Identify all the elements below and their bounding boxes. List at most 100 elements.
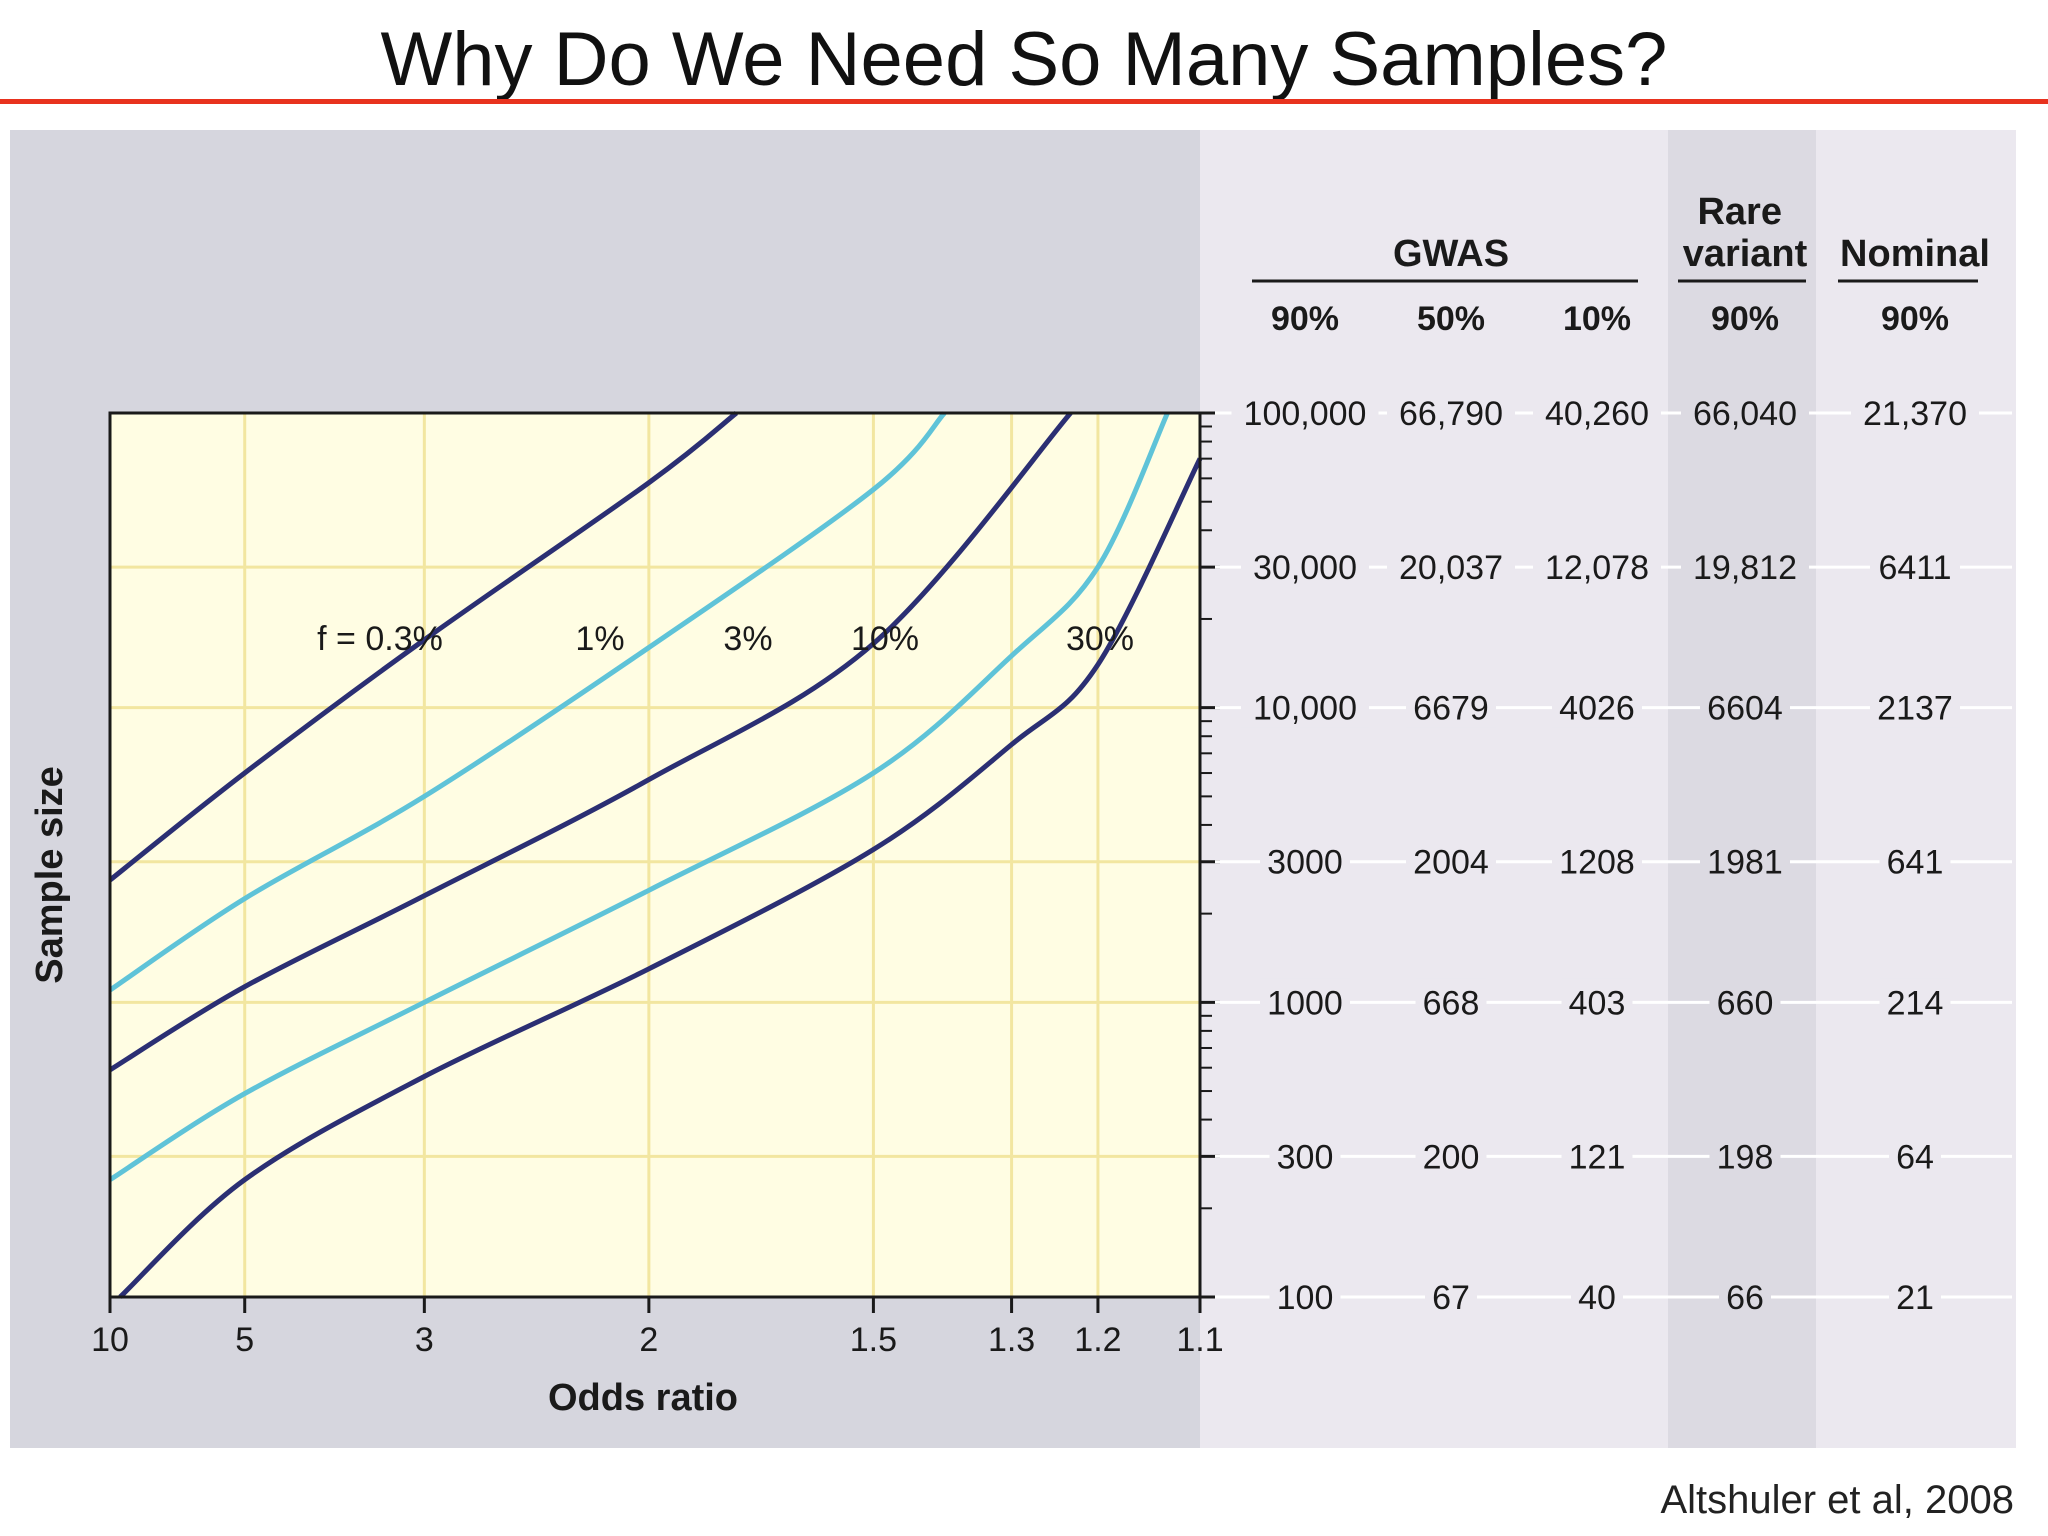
table-cell-bg — [1700, 837, 1790, 882]
table-cell-bg — [1571, 1273, 1623, 1317]
table-cell-bg — [1561, 1132, 1633, 1177]
table-cell-bg — [1709, 978, 1781, 1023]
table-cell: 660 — [1717, 984, 1774, 1022]
table-cell-bg — [1241, 683, 1369, 728]
power-header: 50% — [1417, 300, 1485, 338]
table-cell: 30,000 — [1253, 549, 1357, 587]
table-cell-bg — [1269, 1273, 1341, 1317]
table-cell-bg — [1870, 683, 1960, 728]
table-cell-bg — [1889, 1273, 1941, 1317]
x-tick-label: 10 — [91, 1321, 129, 1359]
curve-label: 10% — [851, 620, 919, 658]
table-cell-bg — [1387, 389, 1515, 433]
table-cell-bg — [1879, 978, 1951, 1023]
table-cell: 40,260 — [1545, 395, 1649, 433]
table-cell: 668 — [1423, 984, 1480, 1022]
table-cell-bg — [1406, 683, 1496, 728]
table-cell-bg — [1406, 837, 1496, 882]
table-cell-bg — [1231, 389, 1379, 433]
x-axis-label: Odds ratio — [548, 1377, 738, 1419]
citation: Altshuler et al, 2008 — [1660, 1478, 2014, 1522]
table-cell-bg — [1561, 978, 1633, 1023]
y-axis-label: Sample size — [29, 766, 71, 984]
table-cell: 21 — [1896, 1279, 1934, 1317]
table-cell: 3000 — [1267, 844, 1343, 882]
table-cell-bg — [1709, 1132, 1781, 1177]
table-cell: 300 — [1277, 1138, 1334, 1176]
table-cell: 100,000 — [1244, 395, 1367, 433]
power-header: 90% — [1711, 300, 1779, 338]
table-cell-bg — [1533, 389, 1661, 433]
table-cell-bg — [1533, 543, 1661, 588]
curve-label: f = 0.3% — [317, 620, 443, 658]
power-header: 10% — [1563, 300, 1631, 338]
table-cell: 66,040 — [1693, 395, 1797, 433]
curve-30- — [118, 457, 1203, 1299]
table-cell-bg — [1681, 389, 1809, 433]
gwas-header: GWAS — [1393, 233, 1509, 275]
table-cell: 1000 — [1267, 984, 1343, 1022]
table-cell-bg — [1552, 837, 1642, 882]
rare-variant-header: Rare variant — [1683, 191, 1808, 275]
table-cell: 12,078 — [1545, 549, 1649, 587]
table-cell: 214 — [1887, 984, 1944, 1022]
power-header: 90% — [1881, 300, 1949, 338]
nominal-header: Nominal — [1840, 233, 1990, 275]
table-cell: 66 — [1726, 1279, 1764, 1317]
table-cell-bg — [1552, 683, 1642, 728]
plot-area — [110, 413, 1200, 1297]
curve-label: 30% — [1066, 620, 1134, 658]
curve-label: 3% — [723, 620, 772, 658]
table-cell-bg — [1700, 683, 1790, 728]
x-tick-label: 5 — [235, 1321, 254, 1359]
sample-size-table: GWAS Rare variant Nominal 90% 50% 10% 90% 90… — [1215, 191, 2012, 1317]
x-tick-label: 1.1 — [1176, 1321, 1223, 1359]
table-cell-bg — [1415, 1132, 1487, 1177]
table-cell: 67 — [1432, 1279, 1470, 1317]
table-cell-bg — [1387, 543, 1515, 588]
x-tick-label: 1.2 — [1074, 1321, 1121, 1359]
curve-f-0-3- — [108, 411, 738, 883]
power-header: 90% — [1271, 300, 1339, 338]
table-cell: 641 — [1887, 844, 1944, 882]
table-cell: 1981 — [1707, 844, 1783, 882]
table-cell: 19,812 — [1693, 549, 1797, 587]
table-cell: 200 — [1423, 1138, 1480, 1176]
title-rule — [0, 99, 2048, 104]
figure-panel-right — [1200, 130, 2016, 1448]
table-cell-bg — [1879, 837, 1951, 882]
table-cell: 403 — [1569, 984, 1626, 1022]
table-cell: 121 — [1569, 1138, 1626, 1176]
table-cell-bg — [1241, 543, 1369, 588]
rare-variant-column-band — [1668, 130, 1816, 1448]
curve-label-group: f = 0.3% 1% 3% 10% 30% — [317, 620, 1134, 658]
table-cell-bg — [1851, 389, 1979, 433]
curve-10- — [108, 411, 1170, 1182]
table-cell: 64 — [1896, 1138, 1934, 1176]
table-cell: 198 — [1717, 1138, 1774, 1176]
table-cell: 21,370 — [1863, 395, 1967, 433]
table-cell: 2137 — [1877, 690, 1953, 728]
x-tick-label: 1.5 — [850, 1321, 897, 1359]
table-cell-bg — [1870, 543, 1960, 588]
curve-label: 1% — [575, 620, 624, 658]
table-body: 90% 50% 10% 90% 90% 100,000 66,790 40,260 66,040… — [1215, 300, 2012, 1317]
curve-group — [108, 411, 1203, 1299]
grid-lines — [110, 413, 1200, 1297]
plot-frame — [108, 411, 1202, 1299]
curve-3- — [108, 411, 1073, 1073]
table-cell: 6679 — [1413, 690, 1489, 728]
table-cell-bg — [1425, 1273, 1477, 1317]
x-tick-label: 2 — [639, 1321, 658, 1359]
slide-title: Why Do We Need So Many Samples? — [380, 17, 1668, 102]
y-minor-ticks — [1200, 411, 1220, 1299]
table-cell: 20,037 — [1399, 549, 1503, 587]
table-cell: 1208 — [1559, 844, 1635, 882]
table-cell-bg — [1415, 978, 1487, 1023]
table-cell: 10,000 — [1253, 690, 1357, 728]
table-cell: 6411 — [1878, 549, 1951, 587]
x-tick-label: 1.3 — [988, 1321, 1035, 1359]
table-cell-bg — [1681, 543, 1809, 588]
table-cell: 40 — [1578, 1279, 1616, 1317]
